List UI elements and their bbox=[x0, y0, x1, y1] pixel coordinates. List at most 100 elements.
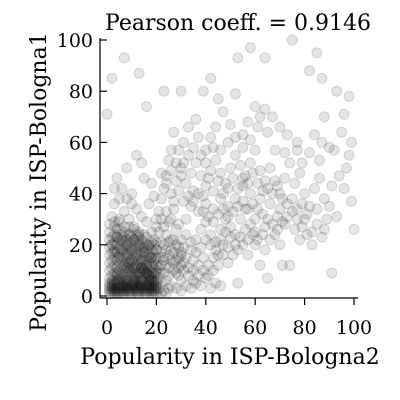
data-point bbox=[113, 280, 125, 292]
data-point bbox=[205, 72, 217, 84]
data-point bbox=[116, 272, 128, 284]
data-point bbox=[168, 203, 180, 215]
data-point bbox=[294, 167, 306, 179]
x-tick-label: 40 bbox=[194, 317, 218, 339]
data-point bbox=[133, 285, 145, 297]
data-point bbox=[239, 223, 251, 235]
data-point bbox=[148, 239, 160, 251]
data-point bbox=[242, 234, 254, 246]
data-point bbox=[205, 239, 217, 251]
data-point bbox=[118, 247, 130, 258]
data-point bbox=[227, 172, 239, 184]
data-point bbox=[229, 239, 241, 251]
data-point bbox=[141, 254, 152, 266]
data-point bbox=[178, 257, 190, 269]
y-tick-label: 0 bbox=[81, 286, 93, 308]
data-point bbox=[148, 285, 160, 297]
data-point bbox=[121, 262, 133, 274]
data-point bbox=[309, 183, 320, 194]
data-point bbox=[234, 213, 246, 225]
data-point bbox=[148, 270, 160, 281]
data-point bbox=[136, 275, 148, 287]
data-point bbox=[331, 211, 343, 223]
data-point bbox=[106, 270, 118, 281]
data-point bbox=[133, 282, 145, 294]
data-point bbox=[136, 211, 148, 223]
data-point bbox=[249, 101, 261, 113]
data-point bbox=[141, 267, 152, 279]
data-point bbox=[170, 157, 182, 169]
data-point bbox=[222, 183, 234, 194]
data-point bbox=[113, 264, 125, 276]
data-point bbox=[123, 221, 135, 233]
data-point bbox=[234, 231, 246, 243]
data-point bbox=[143, 264, 155, 276]
y-tick-label: 40 bbox=[69, 184, 93, 206]
data-point bbox=[111, 239, 123, 251]
data-point bbox=[143, 285, 155, 297]
data-point bbox=[138, 241, 150, 253]
data-point bbox=[118, 259, 130, 271]
data-point bbox=[141, 282, 152, 294]
data-point bbox=[205, 229, 217, 241]
data-point bbox=[158, 183, 170, 194]
data-point bbox=[138, 267, 150, 279]
data-point bbox=[143, 282, 155, 294]
data-point bbox=[237, 195, 249, 207]
data-point bbox=[138, 275, 150, 287]
data-point bbox=[271, 180, 283, 192]
data-point bbox=[274, 121, 286, 133]
data-point bbox=[111, 254, 123, 266]
data-point bbox=[131, 267, 143, 279]
data-point bbox=[267, 111, 278, 123]
data-point bbox=[116, 236, 128, 248]
data-point bbox=[180, 213, 192, 225]
data-point bbox=[123, 282, 135, 294]
data-point bbox=[113, 234, 125, 246]
data-point bbox=[185, 167, 197, 179]
data-point bbox=[279, 147, 291, 159]
data-point bbox=[207, 142, 219, 153]
data-point bbox=[183, 270, 194, 281]
data-point bbox=[173, 185, 185, 197]
data-point bbox=[170, 267, 182, 279]
data-point bbox=[200, 216, 212, 228]
data-point bbox=[212, 175, 224, 187]
data-point bbox=[138, 282, 150, 294]
data-point bbox=[286, 193, 298, 205]
data-point bbox=[131, 149, 143, 161]
data-point bbox=[279, 172, 291, 184]
data-point bbox=[262, 272, 274, 284]
data-point bbox=[313, 154, 325, 166]
data-point bbox=[187, 195, 199, 207]
data-point bbox=[165, 254, 177, 266]
data-point bbox=[232, 52, 244, 64]
data-point bbox=[128, 234, 140, 246]
data-point bbox=[333, 170, 345, 182]
data-point bbox=[121, 162, 133, 174]
data-point bbox=[197, 85, 209, 97]
ticks: 0 20 40 60 80 100 0 20 40 60 80 100 bbox=[57, 30, 372, 339]
data-point bbox=[113, 249, 125, 261]
data-point bbox=[118, 285, 130, 297]
data-point bbox=[113, 272, 125, 284]
data-point bbox=[108, 282, 120, 294]
data-point bbox=[143, 241, 155, 253]
data-point bbox=[133, 239, 145, 251]
data-point bbox=[150, 221, 162, 233]
data-point bbox=[118, 239, 130, 251]
data-point bbox=[259, 103, 271, 115]
data-point bbox=[173, 241, 185, 253]
data-point bbox=[133, 270, 145, 281]
data-point bbox=[131, 249, 143, 261]
data-point bbox=[118, 254, 130, 266]
data-point bbox=[155, 236, 167, 248]
data-point bbox=[123, 257, 135, 269]
data-point bbox=[155, 213, 167, 225]
data-point bbox=[111, 275, 123, 287]
data-point bbox=[106, 254, 118, 266]
data-point bbox=[163, 270, 175, 281]
data-point bbox=[131, 252, 143, 264]
data-point bbox=[160, 206, 172, 217]
data-point bbox=[160, 259, 172, 271]
